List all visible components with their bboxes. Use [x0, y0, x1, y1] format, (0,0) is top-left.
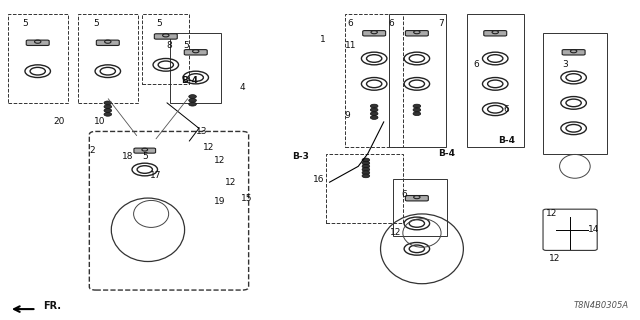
Circle shape [104, 105, 111, 108]
FancyBboxPatch shape [484, 31, 507, 36]
Text: B-4: B-4 [438, 149, 454, 158]
Circle shape [104, 101, 111, 105]
Text: 7: 7 [438, 19, 444, 28]
Text: 13: 13 [196, 127, 208, 136]
Circle shape [362, 168, 370, 172]
Circle shape [371, 116, 378, 119]
Circle shape [362, 161, 370, 165]
FancyBboxPatch shape [562, 50, 585, 55]
Circle shape [371, 104, 378, 108]
Text: 6: 6 [347, 19, 353, 28]
Text: 12: 12 [225, 178, 236, 187]
Text: 4: 4 [239, 83, 245, 92]
Text: B-4: B-4 [498, 136, 515, 146]
Text: 15: 15 [241, 194, 252, 203]
Circle shape [413, 104, 420, 108]
Text: 10: 10 [95, 117, 106, 126]
Text: B-3: B-3 [292, 152, 309, 161]
Text: 11: 11 [345, 41, 356, 50]
Text: 2: 2 [90, 146, 95, 155]
Text: 5: 5 [23, 19, 28, 28]
Text: FR.: FR. [43, 301, 61, 311]
Circle shape [189, 99, 196, 102]
FancyBboxPatch shape [154, 34, 177, 39]
Text: 12: 12 [214, 156, 225, 164]
Circle shape [362, 158, 370, 162]
Circle shape [362, 174, 370, 178]
Text: 6: 6 [388, 19, 394, 28]
FancyBboxPatch shape [97, 40, 119, 45]
Text: B-4: B-4 [181, 76, 198, 85]
Text: 12: 12 [390, 228, 401, 237]
Circle shape [371, 108, 378, 112]
Text: 18: 18 [122, 152, 133, 161]
Circle shape [413, 112, 420, 116]
FancyBboxPatch shape [26, 40, 49, 45]
Text: 12: 12 [546, 209, 557, 219]
Text: 6: 6 [473, 60, 479, 69]
Text: 5: 5 [93, 19, 99, 28]
Text: 14: 14 [588, 225, 600, 234]
FancyBboxPatch shape [184, 50, 207, 55]
FancyBboxPatch shape [405, 31, 428, 36]
Text: 3: 3 [563, 60, 568, 69]
FancyBboxPatch shape [134, 148, 156, 153]
Text: 5: 5 [142, 152, 148, 161]
Circle shape [413, 108, 420, 112]
Text: 5: 5 [183, 41, 189, 50]
Text: 6: 6 [503, 105, 509, 114]
Text: 9: 9 [344, 111, 350, 120]
Text: 6: 6 [401, 190, 407, 199]
Circle shape [189, 95, 196, 99]
Circle shape [362, 164, 370, 168]
Text: 16: 16 [313, 174, 324, 184]
Text: 12: 12 [203, 143, 214, 152]
FancyBboxPatch shape [363, 31, 386, 36]
Circle shape [104, 112, 111, 116]
Text: 19: 19 [214, 197, 225, 206]
Text: 20: 20 [53, 117, 65, 126]
Text: 12: 12 [549, 254, 560, 263]
Circle shape [371, 112, 378, 116]
Circle shape [104, 108, 111, 112]
Text: 1: 1 [320, 35, 326, 44]
Circle shape [362, 171, 370, 175]
Circle shape [189, 102, 196, 106]
Text: 5: 5 [157, 19, 163, 28]
FancyBboxPatch shape [405, 196, 428, 201]
Text: T8N4B0305A: T8N4B0305A [574, 301, 629, 310]
Text: 8: 8 [166, 41, 172, 50]
Text: 17: 17 [150, 172, 161, 180]
